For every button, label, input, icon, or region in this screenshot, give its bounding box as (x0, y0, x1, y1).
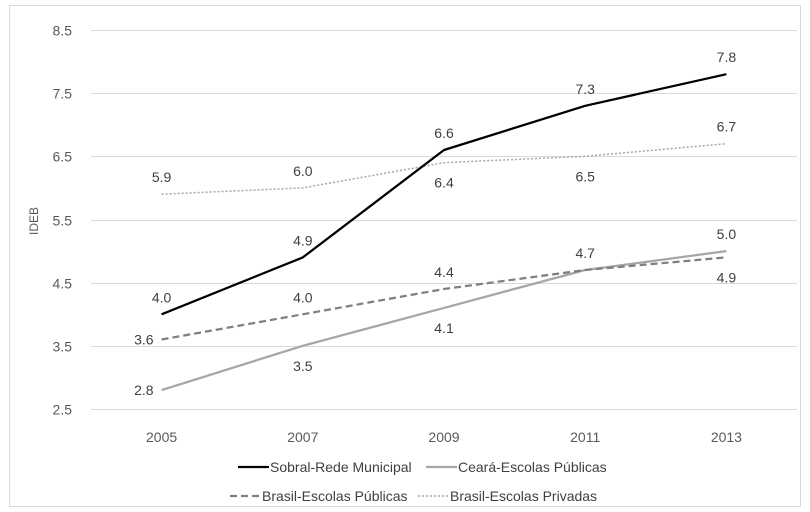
data-label: 6.4 (434, 175, 454, 191)
legend-label: Brasil-Escolas Públicas (262, 488, 408, 504)
y-axis-ticks: 2.5 3.5 4.5 5.5 6.5 7.5 8.5 (53, 23, 73, 418)
legend-label: Brasil-Escolas Privadas (450, 488, 597, 504)
data-label: 7.8 (717, 49, 737, 65)
series-line-2 (161, 256, 727, 341)
data-label: 5.9 (152, 169, 172, 185)
series-line-3 (161, 142, 727, 195)
y-tick-label: 2.5 (53, 402, 73, 418)
y-tick-label: 5.5 (53, 213, 73, 229)
x-tick-label: 2009 (428, 429, 459, 445)
data-label: 4.0 (152, 289, 172, 305)
legend: Sobral-Rede Municipal Ceará-Escolas Públi… (230, 459, 607, 504)
x-axis-ticks: 2005 2007 2009 2011 2013 (146, 429, 742, 445)
legend-label: Sobral-Rede Municipal (270, 459, 412, 475)
y-axis-title: IDEB (27, 207, 41, 235)
data-label: 6.5 (575, 168, 595, 184)
data-label: 4.0 (293, 289, 313, 305)
x-tick-label: 2013 (711, 429, 742, 445)
series-line-1 (161, 249, 727, 392)
data-label: 6.6 (434, 125, 454, 141)
x-tick-label: 2005 (146, 429, 177, 445)
data-label: 3.5 (293, 358, 313, 374)
y-tick-label: 7.5 (53, 86, 73, 102)
legend-label: Ceará-Escolas Públicas (458, 459, 607, 475)
y-tick-label: 8.5 (53, 23, 73, 39)
x-tick-label: 2011 (570, 429, 600, 445)
data-label: 5.0 (717, 226, 737, 242)
data-labels: 4.0 4.9 6.6 7.3 7.8 2.8 3.5 4.1 4.7 5.0 3.6 4.0 4.4 4… (134, 49, 736, 398)
y-tick-label: 3.5 (53, 339, 73, 355)
chart-border (9, 5, 801, 507)
series-line-0 (161, 73, 727, 316)
gridlines (91, 30, 797, 410)
y-tick-label: 4.5 (53, 276, 73, 292)
x-tick-label: 2007 (287, 429, 318, 445)
data-label: 2.8 (134, 382, 154, 398)
data-label: 4.9 (293, 232, 313, 248)
series-lines (161, 73, 727, 392)
data-label: 4.4 (434, 264, 454, 280)
y-tick-label: 6.5 (53, 149, 73, 165)
data-label: 4.7 (575, 245, 595, 261)
data-label: 4.1 (434, 320, 454, 336)
data-label: 4.9 (717, 269, 737, 285)
data-label: 6.0 (293, 163, 313, 179)
data-label: 7.3 (575, 81, 595, 97)
data-label: 6.7 (717, 119, 737, 135)
data-label: 3.6 (134, 332, 154, 348)
